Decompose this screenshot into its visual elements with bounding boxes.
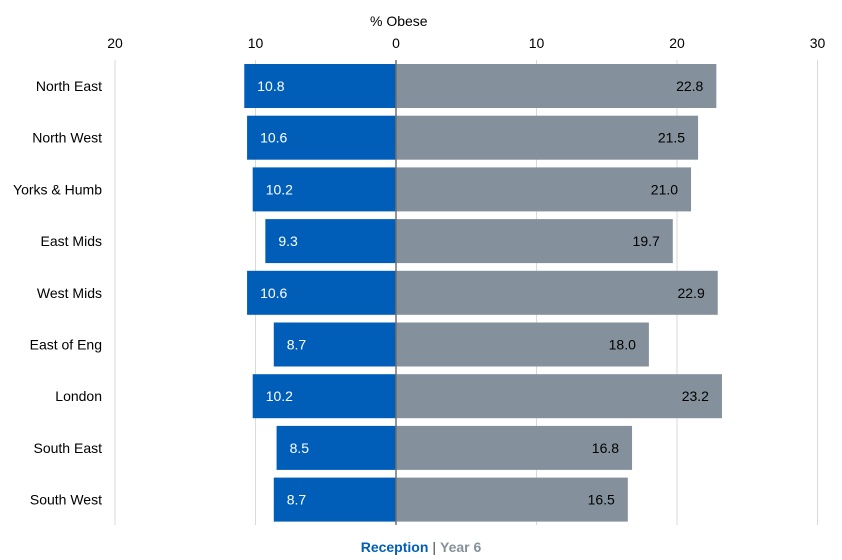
bar-reception — [247, 115, 396, 160]
bar-year6 — [396, 425, 633, 470]
data-label-reception: 8.5 — [290, 440, 310, 456]
x-tick-label: 20 — [669, 35, 685, 51]
data-label-reception: 10.6 — [260, 130, 287, 146]
legend-separator: | — [432, 539, 437, 555]
data-label-year6: 16.5 — [588, 492, 615, 508]
bar-reception — [273, 322, 396, 367]
category-label: South West — [30, 492, 102, 508]
data-label-reception: 8.7 — [287, 337, 307, 353]
category-label: London — [55, 388, 102, 404]
data-label-reception: 10.2 — [266, 181, 293, 197]
x-axis-title-text: % Obese — [370, 13, 428, 29]
category-label: North East — [36, 78, 102, 94]
bar-reception — [252, 374, 396, 419]
category-label: South East — [34, 440, 103, 456]
data-label-year6: 23.2 — [682, 388, 709, 404]
data-label-reception: 8.7 — [287, 492, 307, 508]
bar-year6 — [396, 115, 699, 160]
bar-year6 — [396, 374, 722, 419]
bar-year6 — [396, 64, 717, 108]
bar-year6 — [396, 270, 718, 315]
legend: Reception | Year 6 — [0, 539, 842, 555]
legend-item-reception[interactable]: Reception — [360, 539, 429, 555]
x-tick-label: 20 — [107, 35, 123, 51]
x-tick-label: 10 — [529, 35, 545, 51]
bar-year6 — [396, 477, 628, 522]
category-label: West Mids — [37, 285, 102, 301]
category-label: East of Eng — [30, 337, 102, 353]
bar-year6 — [396, 219, 673, 264]
category-label: North West — [32, 130, 102, 146]
bar-reception — [273, 477, 396, 522]
bar-reception — [252, 167, 396, 212]
data-label-reception: 10.2 — [266, 388, 293, 404]
category-label: East Mids — [41, 233, 102, 249]
data-label-reception: 10.6 — [260, 285, 287, 301]
bar-year6 — [396, 322, 649, 367]
x-tick-label: 10 — [248, 35, 264, 51]
butterfly-bar-chart: 20 10 0 10 20 30 10.8 22.8 North East 10.6 21.5 Nor… — [13, 35, 826, 525]
data-label-reception: 10.8 — [257, 78, 284, 94]
data-label-reception: 9.3 — [278, 233, 298, 249]
bar-reception — [244, 64, 396, 108]
data-label-year6: 22.9 — [677, 285, 704, 301]
bar-year6 — [396, 167, 692, 212]
data-label-year6: 21.5 — [658, 130, 685, 146]
bar-reception — [247, 270, 396, 315]
data-label-year6: 16.8 — [592, 440, 619, 456]
data-label-year6: 21.0 — [651, 181, 678, 197]
x-tick-label: 0 — [392, 35, 400, 51]
data-label-year6: 19.7 — [633, 233, 660, 249]
data-label-year6: 18.0 — [609, 337, 636, 353]
category-label: Yorks & Humb — [13, 181, 102, 197]
data-label-year6: 22.8 — [676, 78, 703, 94]
legend-item-year6[interactable]: Year 6 — [440, 539, 482, 555]
bar-reception — [265, 219, 396, 264]
x-tick-label: 30 — [810, 35, 826, 51]
bar-reception — [276, 425, 396, 470]
